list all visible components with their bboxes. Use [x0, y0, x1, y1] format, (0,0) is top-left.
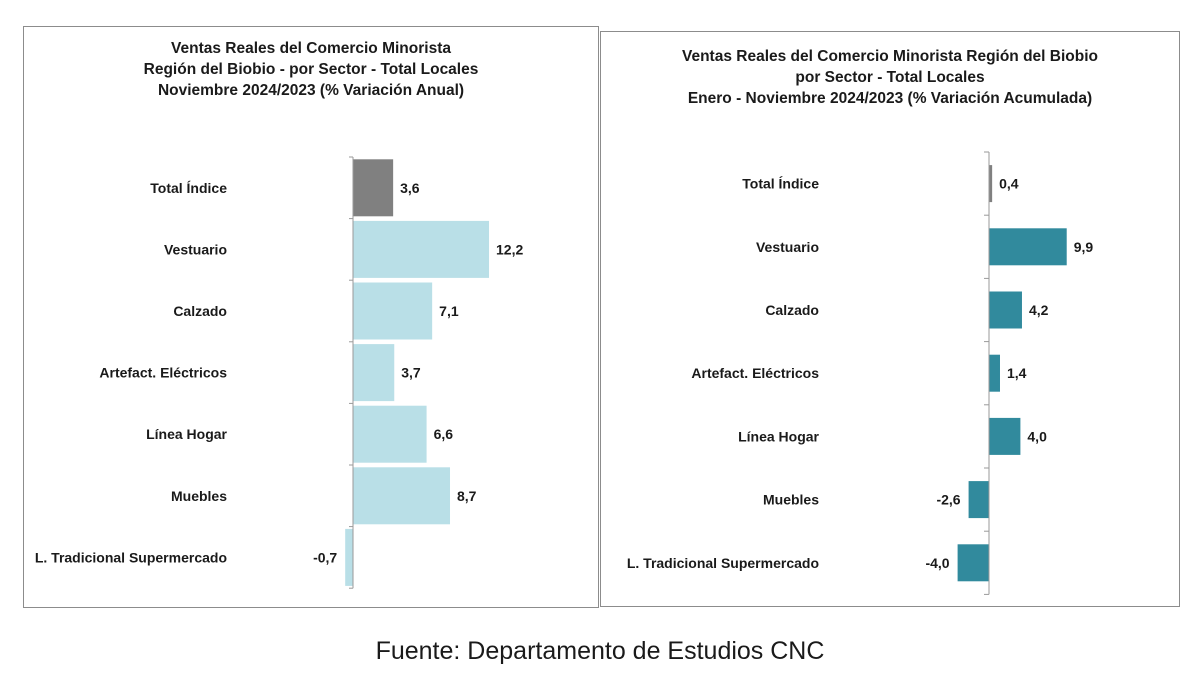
- category-label: Total Índice: [150, 180, 227, 196]
- value-label: -2,6: [936, 492, 960, 508]
- chart-title-line: Enero - Noviembre 2024/2023 (% Variación…: [687, 90, 1093, 107]
- bar: [353, 220, 490, 278]
- chart-panel-cumulative: Ventas Reales del Comercio Minorista Reg…: [600, 31, 1180, 607]
- bar: [989, 354, 1000, 392]
- value-label: 3,6: [400, 180, 420, 196]
- bar: [353, 282, 433, 340]
- category-label: Línea Hogar: [738, 428, 819, 444]
- source-note: Fuente: Departamento de Estudios CNC: [375, 637, 825, 665]
- chart-title: Ventas Reales del Comercio Minorista Reg…: [601, 46, 1179, 109]
- category-label: Muebles: [171, 488, 227, 504]
- bar: [989, 165, 993, 203]
- bar-chart-monthly: Total Índice 3,6 Vestuario 12,2 Calzado 7,1 Ar…: [35, 156, 523, 589]
- value-label: 9,9: [1074, 239, 1094, 255]
- category-label: Total Índice: [742, 176, 819, 192]
- category-label: Artefact. Eléctricos: [99, 365, 227, 381]
- chart-title-line: Ventas Reales del Comercio Minorista Reg…: [681, 48, 1098, 65]
- value-label: 0,4: [999, 176, 1019, 192]
- bar-chart-cumulative: Total Índice 0,4 Vestuario 9,9 Calzado 4,2 Art…: [627, 151, 1094, 595]
- value-label: 3,7: [401, 365, 421, 381]
- value-label: 6,6: [434, 426, 454, 442]
- chart-panel-monthly: Ventas Reales del Comercio Minorista Reg…: [23, 26, 599, 608]
- value-label: -0,7: [313, 549, 337, 565]
- chart-title-line: Noviembre 2024/2023 (% Variación Anual): [157, 82, 465, 99]
- value-label: -4,0: [925, 555, 949, 571]
- category-label: Vestuario: [756, 239, 819, 255]
- chart-title: Ventas Reales del Comercio Minorista Reg…: [24, 38, 598, 101]
- category-label: Calzado: [173, 303, 227, 319]
- bar: [968, 481, 989, 519]
- category-label: Vestuario: [164, 241, 227, 257]
- bar: [989, 228, 1067, 266]
- value-label: 4,2: [1029, 302, 1049, 318]
- category-label: Artefact. Eléctricos: [691, 365, 819, 381]
- value-label: 7,1: [439, 303, 459, 319]
- category-label: Línea Hogar: [146, 426, 227, 442]
- value-label: 4,0: [1027, 428, 1047, 444]
- bar: [345, 528, 353, 586]
- value-label: 12,2: [496, 241, 523, 257]
- bar: [957, 544, 989, 582]
- value-label: 1,4: [1007, 365, 1027, 381]
- bar: [353, 467, 451, 525]
- bar: [353, 344, 395, 402]
- bar: [989, 417, 1021, 455]
- bar: [353, 405, 427, 463]
- category-label: L. Tradicional Supermercado: [35, 549, 227, 565]
- chart-title-line: por Sector - Total Locales: [795, 69, 985, 86]
- value-label: 8,7: [457, 488, 477, 504]
- bar: [989, 291, 1022, 329]
- category-label: Muebles: [763, 492, 819, 508]
- chart-title-line: Región del Biobio - por Sector - Total L…: [143, 61, 479, 78]
- category-label: L. Tradicional Supermercado: [627, 555, 819, 571]
- bar: [353, 159, 394, 217]
- chart-title-line: Ventas Reales del Comercio Minorista: [171, 40, 451, 57]
- category-label: Calzado: [765, 302, 819, 318]
